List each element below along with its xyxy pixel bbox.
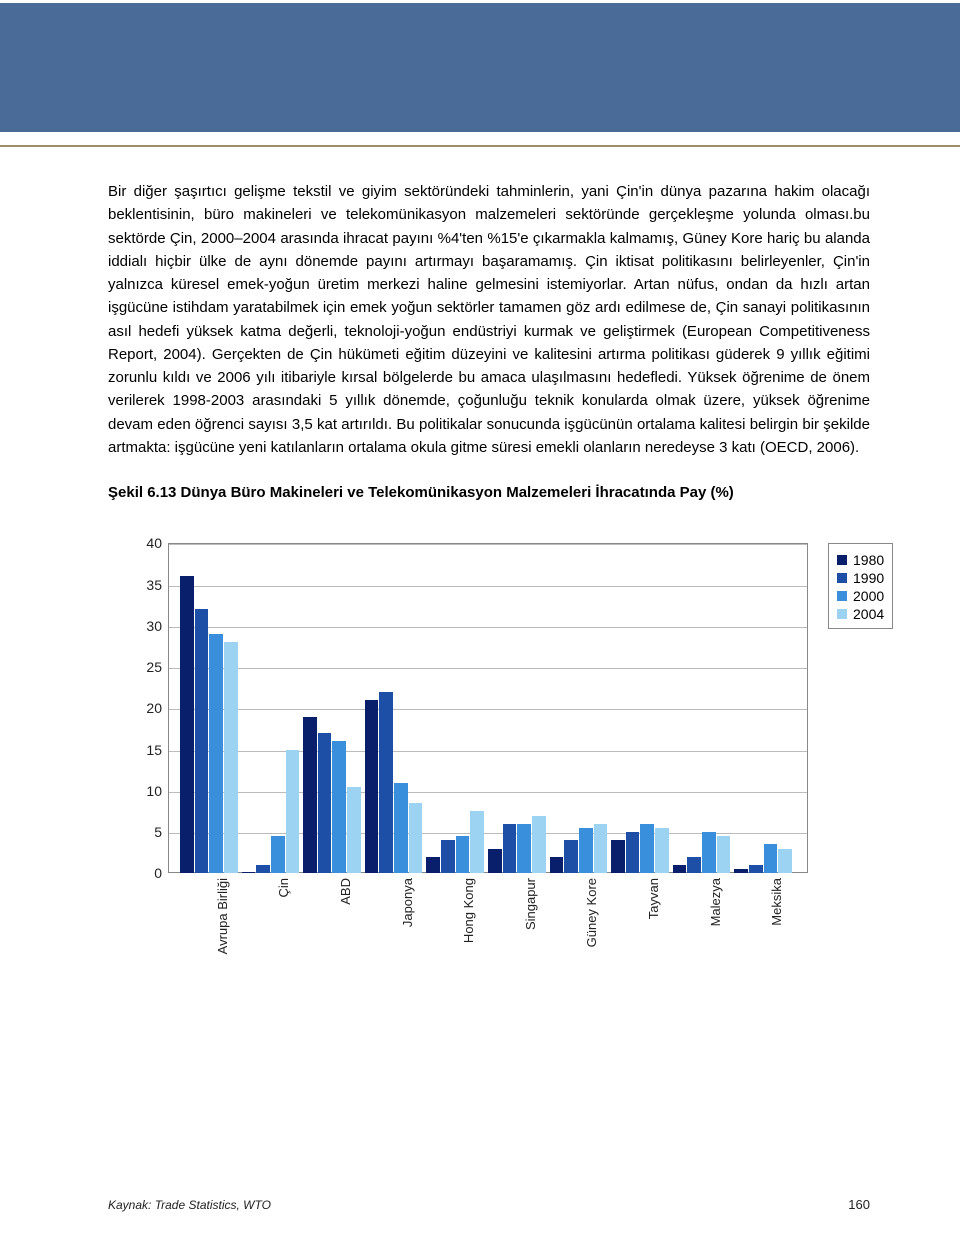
chart-legend: 1980 1990 2000 2004	[828, 543, 893, 629]
chart-bar	[734, 869, 748, 873]
chart-bar	[332, 741, 346, 873]
chart-bar	[256, 865, 270, 873]
chart-xlabel: Güney Kore	[584, 878, 599, 947]
chart-ytick-label: 10	[132, 783, 162, 799]
chart-legend-swatch	[837, 591, 847, 601]
chart-bar-group	[365, 543, 423, 873]
chart-bar	[441, 840, 455, 873]
chart-xlabel: Avrupa Birliği	[215, 878, 230, 954]
chart-bar	[640, 824, 654, 874]
chart-ytick-label: 5	[132, 824, 162, 840]
chart-bar	[702, 832, 716, 873]
header-band	[0, 0, 960, 135]
source-text: Kaynak: Trade Statistics, WTO	[108, 1198, 271, 1212]
chart-legend-label: 2000	[853, 588, 884, 604]
chart-xlabel: Singapur	[523, 878, 538, 930]
chart-legend-swatch	[837, 555, 847, 565]
chart-xlabel: Meksika	[769, 878, 784, 926]
chart-bar-group	[242, 543, 300, 873]
chart-bar	[365, 700, 379, 873]
chart-bar	[717, 836, 731, 873]
chart-bar	[778, 849, 792, 874]
chart-ytick-label: 0	[132, 865, 162, 881]
body-paragraph: Bir diğer şaşırtıcı gelişme tekstil ve g…	[108, 180, 870, 459]
chart-bar-group	[303, 543, 361, 873]
chart-bar-group	[426, 543, 484, 873]
chart-bar	[209, 634, 223, 873]
chart-ytick-label: 20	[132, 700, 162, 716]
chart-bar	[286, 750, 300, 874]
chart-bar	[579, 828, 593, 873]
chart-bar	[470, 811, 484, 873]
chart-bar-group	[673, 543, 731, 873]
chart-bar-group	[180, 543, 238, 873]
chart-xlabel: Japonya	[400, 878, 415, 927]
chart-bar	[488, 849, 502, 874]
chart-bar	[687, 857, 701, 874]
chart-bar	[626, 832, 640, 873]
chart-bar	[303, 717, 317, 874]
chart-xlabel: Hong Kong	[461, 878, 476, 943]
chart-bar	[224, 642, 238, 873]
page-number: 160	[848, 1197, 870, 1212]
chart-bar	[673, 865, 687, 873]
chart-bar	[594, 824, 608, 874]
chart-ytick-label: 30	[132, 618, 162, 634]
chart-bar	[503, 824, 517, 874]
chart-bar	[426, 857, 440, 874]
chart-bar-group	[734, 543, 792, 873]
chart-bar	[749, 865, 763, 873]
chart-bar-groups	[168, 543, 808, 873]
chart-legend-swatch	[837, 573, 847, 583]
chart-bar-group	[611, 543, 669, 873]
header-underline	[0, 145, 960, 147]
chart-legend-label: 2004	[853, 606, 884, 622]
chart-ytick-label: 40	[132, 535, 162, 551]
chart-bar	[379, 692, 393, 874]
chart-bar	[564, 840, 578, 873]
chart-bar	[456, 836, 470, 873]
chart-bar	[517, 824, 531, 874]
chart-xlabels: Avrupa Birliği Çin ABD Japonya Hong Kong Sing…	[168, 878, 808, 968]
chart-bar	[242, 872, 256, 873]
chart-title: Şekil 6.13 Dünya Büro Makineleri ve Tele…	[108, 483, 870, 503]
chart-xlabel: Çin	[276, 878, 291, 898]
chart-legend-row: 2004	[837, 606, 884, 622]
chart-legend-label: 1990	[853, 570, 884, 586]
chart-legend-swatch	[837, 609, 847, 619]
chart-container: 0510152025303540 Avrupa BirliğiÇinABDJap…	[108, 543, 870, 973]
chart-bar	[409, 803, 423, 873]
content-area: Bir diğer şaşırtıcı gelişme tekstil ve g…	[108, 180, 870, 973]
chart-legend-row: 2000	[837, 588, 884, 604]
chart-bar	[764, 844, 778, 873]
page: Bir diğer şaşırtıcı gelişme tekstil ve g…	[0, 0, 960, 1242]
chart-bar-group	[550, 543, 608, 873]
chart-bar	[271, 836, 285, 873]
chart-legend-row: 1980	[837, 552, 884, 568]
chart-ytick-label: 25	[132, 659, 162, 675]
chart-ytick-label: 15	[132, 742, 162, 758]
chart-bar	[532, 816, 546, 874]
chart-xlabel: Malezya	[708, 878, 723, 926]
chart-bar-group	[488, 543, 546, 873]
chart-bar	[347, 787, 361, 874]
chart-bar	[394, 783, 408, 874]
chart-bar	[180, 576, 194, 873]
chart-bar	[655, 828, 669, 873]
chart-xlabel: Tayvan	[646, 878, 661, 919]
chart-bar	[318, 733, 332, 873]
chart-bar	[550, 857, 564, 874]
chart-bar	[611, 840, 625, 873]
chart-ytick-label: 35	[132, 577, 162, 593]
chart-bar	[195, 609, 209, 873]
chart-xlabel: ABD	[338, 878, 353, 905]
chart-legend-row: 1990	[837, 570, 884, 586]
chart-legend-label: 1980	[853, 552, 884, 568]
